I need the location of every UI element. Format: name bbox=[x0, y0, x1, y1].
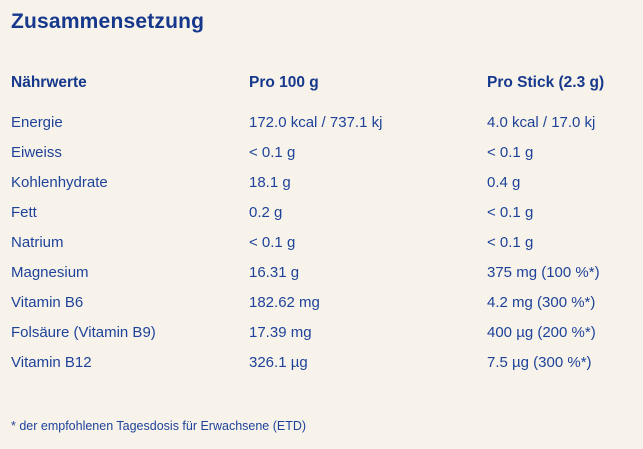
table-header-row: Nährwerte Pro 100 g Pro Stick (2.3 g) bbox=[11, 71, 631, 95]
row-value-per-100g: 182.62 mg bbox=[249, 294, 320, 311]
row-value-per-stick: 400 µg (200 %*) bbox=[487, 324, 596, 341]
row-value-per-100g: 16.31 g bbox=[249, 264, 300, 281]
table-row: Kohlenhydrate 18.1 g 0.4 g bbox=[11, 168, 631, 198]
row-value-per-stick: < 0.1 g bbox=[487, 204, 534, 221]
table-row: Vitamin B12 326.1 µg 7.5 µg (300 %*) bbox=[11, 348, 631, 378]
row-label: Folsäure (Vitamin B9) bbox=[11, 324, 156, 341]
nutrition-table: Nährwerte Pro 100 g Pro Stick (2.3 g) En… bbox=[11, 71, 631, 378]
row-value-per-stick: 0.4 g bbox=[487, 174, 521, 191]
row-value-per-stick: < 0.1 g bbox=[487, 234, 534, 251]
column-header-pro-stick: Pro Stick (2.3 g) bbox=[487, 74, 605, 91]
row-value-per-100g: 326.1 µg bbox=[249, 354, 308, 371]
row-label: Energie bbox=[11, 114, 63, 131]
table-row: Fett 0.2 g < 0.1 g bbox=[11, 198, 631, 228]
page-title: Zusammensetzung bbox=[11, 10, 205, 33]
row-label: Vitamin B12 bbox=[11, 354, 92, 371]
row-label: Eiweiss bbox=[11, 144, 62, 161]
table-row: Folsäure (Vitamin B9) 17.39 mg 400 µg (2… bbox=[11, 318, 631, 348]
row-value-per-stick: 375 mg (100 %*) bbox=[487, 264, 600, 281]
row-value-per-stick: 4.2 mg (300 %*) bbox=[487, 294, 596, 311]
row-value-per-100g: 17.39 mg bbox=[249, 324, 312, 341]
row-value-per-100g: < 0.1 g bbox=[249, 234, 296, 251]
table-row: Energie 172.0 kcal / 737.1 kj 4.0 kcal /… bbox=[11, 108, 631, 138]
row-label: Fett bbox=[11, 204, 37, 221]
row-label: Vitamin B6 bbox=[11, 294, 84, 311]
table-row: Natrium < 0.1 g < 0.1 g bbox=[11, 228, 631, 258]
footnote: * der empfohlenen Tagesdosis für Erwachs… bbox=[11, 419, 307, 433]
row-value-per-stick: 7.5 µg (300 %*) bbox=[487, 354, 592, 371]
row-value-per-100g: < 0.1 g bbox=[249, 144, 296, 161]
row-label: Kohlenhydrate bbox=[11, 174, 108, 191]
table-row: Eiweiss < 0.1 g < 0.1 g bbox=[11, 138, 631, 168]
table-row: Magnesium 16.31 g 375 mg (100 %*) bbox=[11, 258, 631, 288]
table-body: Energie 172.0 kcal / 737.1 kj 4.0 kcal /… bbox=[11, 108, 631, 378]
table-row: Vitamin B6 182.62 mg 4.2 mg (300 %*) bbox=[11, 288, 631, 318]
row-label: Magnesium bbox=[11, 264, 89, 281]
row-label: Natrium bbox=[11, 234, 64, 251]
column-header-pro-100g: Pro 100 g bbox=[249, 74, 319, 91]
row-value-per-100g: 172.0 kcal / 737.1 kj bbox=[249, 114, 383, 131]
column-header-naehrwerte: Nährwerte bbox=[11, 74, 87, 91]
row-value-per-stick: 4.0 kcal / 17.0 kj bbox=[487, 114, 596, 131]
row-value-per-stick: < 0.1 g bbox=[487, 144, 534, 161]
row-value-per-100g: 0.2 g bbox=[249, 204, 283, 221]
row-value-per-100g: 18.1 g bbox=[249, 174, 291, 191]
